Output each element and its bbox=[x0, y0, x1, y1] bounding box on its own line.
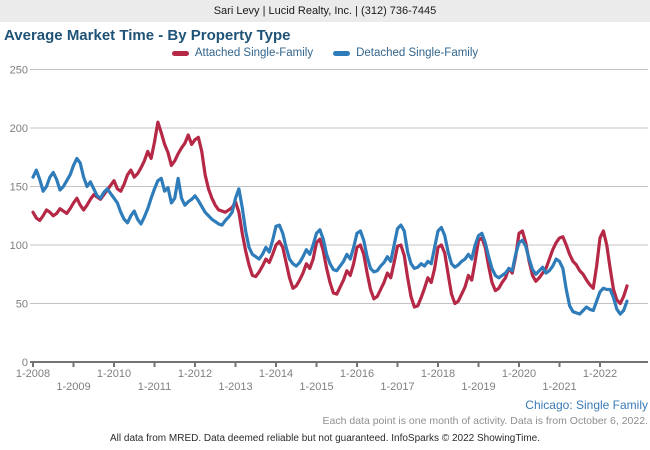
x-axis-label-1-2012: 1-2012 bbox=[178, 368, 212, 380]
legend-label-detached: Detached Single-Family bbox=[356, 47, 479, 59]
x-axis-label-1-2014: 1-2014 bbox=[259, 368, 293, 380]
x-axis-label-1-2019: 1-2019 bbox=[461, 381, 495, 393]
x-axis-label-1-2015: 1-2015 bbox=[299, 381, 333, 393]
x-axis-label-1-2009: 1-2009 bbox=[56, 381, 90, 393]
x-axis-label-1-2010: 1-2010 bbox=[97, 368, 131, 380]
series-line-detached[interactable] bbox=[31, 156, 629, 316]
chart-legend: Attached Single-Family Detached Single-F… bbox=[0, 47, 650, 59]
mred-disclaimer: All data from MRED. Data deemed reliable… bbox=[109, 433, 540, 444]
y-axis-label-0: 0 bbox=[22, 357, 28, 369]
y-axis-label-50: 50 bbox=[16, 299, 28, 311]
market-scope-label: Chicago: Single Family bbox=[525, 398, 648, 412]
x-axis-label-1-2017: 1-2017 bbox=[380, 381, 414, 393]
data-freshness-note: Each data point is one month of activity… bbox=[322, 415, 648, 427]
detached-series-swatch-icon bbox=[333, 50, 351, 56]
y-axis-label-100: 100 bbox=[10, 240, 28, 252]
x-axis-label-1-2008: 1-2008 bbox=[16, 368, 50, 380]
attached-series-swatch-icon bbox=[171, 50, 189, 56]
agent-contact-text: Sari Levy | Lucid Realty, Inc. | (312) 7… bbox=[213, 5, 437, 17]
x-axis-label-1-2022: 1-2022 bbox=[583, 368, 617, 380]
legend-item-detached[interactable]: Detached Single-Family bbox=[333, 47, 478, 59]
x-axis-label-1-2020: 1-2020 bbox=[502, 368, 536, 380]
y-axis-label-150: 150 bbox=[10, 182, 28, 194]
legend-label-attached: Attached Single-Family bbox=[194, 47, 314, 59]
y-axis-label-250: 250 bbox=[10, 65, 28, 77]
agent-header-bar: Sari Levy | Lucid Realty, Inc. | (312) 7… bbox=[0, 0, 650, 22]
x-axis-label-1-2021: 1-2021 bbox=[542, 381, 576, 393]
legend-item-attached[interactable]: Attached Single-Family bbox=[171, 47, 314, 59]
x-axis-label-1-2011: 1-2011 bbox=[138, 381, 171, 393]
page-title: Average Market Time - By Property Type bbox=[4, 27, 291, 44]
y-axis-label-200: 200 bbox=[10, 123, 28, 135]
x-axis-label-1-2018: 1-2018 bbox=[421, 368, 455, 380]
x-axis-label-1-2013: 1-2013 bbox=[218, 381, 252, 393]
x-axis-label-1-2016: 1-2016 bbox=[340, 368, 374, 380]
